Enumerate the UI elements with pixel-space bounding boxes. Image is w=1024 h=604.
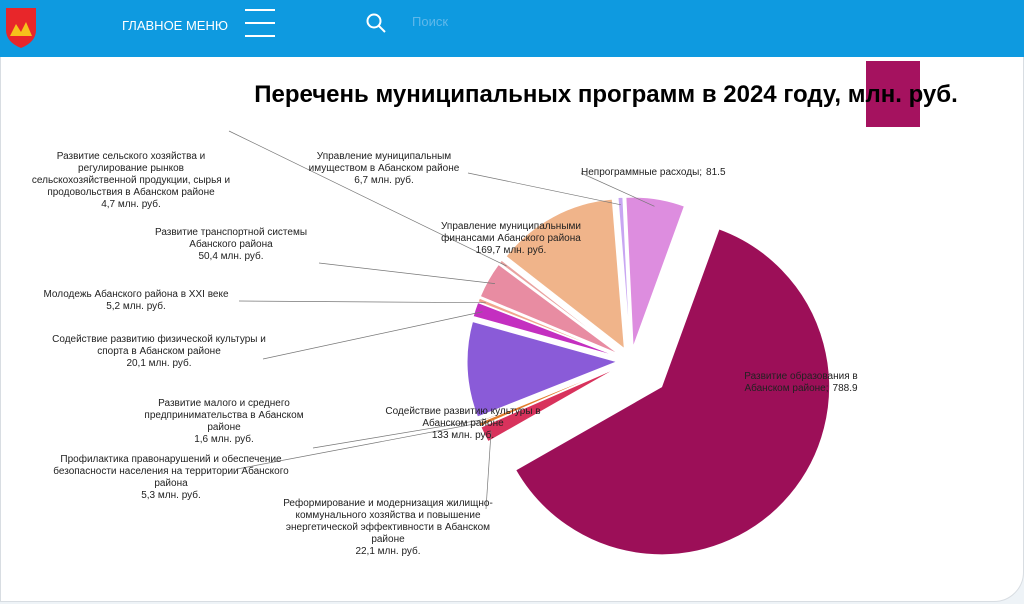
slice-category: Развитие малого и среднего предпринимате…	[144, 398, 304, 433]
pie-slice	[466, 320, 619, 418]
pie-slice	[514, 228, 831, 556]
decor-square	[866, 61, 920, 127]
pie-slice	[505, 198, 625, 350]
pie-slice	[480, 366, 619, 443]
slice-value: 20,1 млн. руб.	[126, 358, 192, 369]
slice-label: Управление муниципальными финансами Абан…	[423, 221, 599, 257]
leader-line	[485, 431, 492, 510]
pie-slice	[617, 196, 631, 348]
slice-label: Развитие образования в Абанском районе; 7…	[726, 371, 876, 395]
leader-line	[467, 172, 621, 206]
slice-label: Управление муниципальным имуществом в Аб…	[291, 151, 477, 187]
header-bar: ГЛАВНОЕ МЕНЮ Поиск	[0, 0, 1024, 57]
slice-category: Развитие сельского хозяйства и регулиров…	[31, 151, 231, 198]
logo[interactable]	[6, 8, 36, 48]
slice-label: Молодежь Абанского района в XXI веке 5,2 …	[21, 289, 251, 313]
slice-category: Профилактика правонарушений и обеспечени…	[53, 454, 289, 489]
slice-category: Содействие развитию культуры в Абанском …	[385, 406, 541, 429]
slice-value: 788.9	[832, 383, 858, 394]
slice-label: Содействие развитию культуры в Абанском …	[373, 406, 553, 442]
slice-label: Развитие транспортной системы Абанского …	[133, 227, 329, 263]
slice-value: 133 млн. руб.	[431, 430, 495, 441]
leader-line	[238, 300, 486, 304]
pie-slice	[625, 196, 686, 348]
leader-line	[318, 262, 496, 284]
slice-label: Развитие сельского хозяйства и регулиров…	[26, 151, 236, 211]
pie-slice	[477, 297, 619, 357]
slice-value: 4,7 млн. руб.	[101, 199, 161, 210]
search-icon[interactable]	[366, 13, 382, 29]
slice-category: Управление муниципальным имуществом в Аб…	[308, 151, 460, 174]
slice-value: 5,2 млн. руб.	[106, 301, 166, 312]
slice-category: Молодежь Абанского района в XXI веке	[43, 289, 229, 300]
leader-line	[262, 311, 483, 360]
slice-label: Профилактика правонарушений и обеспечени…	[51, 454, 291, 502]
slice-value: 50,4 млн. руб.	[198, 251, 264, 262]
slice-value: 81.5	[706, 167, 726, 178]
slice-value: 22,1 млн. руб.	[355, 546, 421, 557]
leader-line	[312, 418, 486, 449]
slice-label: Реформирование и модернизация жилищно-ко…	[283, 498, 493, 558]
slice-category: Развитие транспортной системы Абанского …	[154, 227, 308, 250]
slice-category: Развитие образования в Абанском районе;	[744, 371, 858, 394]
header-icons	[6, 8, 386, 48]
slice-value: 169,7 млн. руб.	[475, 245, 547, 256]
slice-category: Управление муниципальными финансами Абан…	[441, 221, 581, 244]
logo-mark	[10, 22, 32, 36]
slice-value: 5,3 млн. руб.	[141, 490, 201, 501]
search-icon[interactable]	[378, 25, 386, 33]
slice-label: Содействие развитию физической культуры …	[49, 334, 269, 370]
slice-label: Развитие малого и среднего предпринимате…	[129, 398, 319, 446]
pie-slice	[477, 365, 619, 424]
chart-title: Перечень муниципальных программ в 2024 г…	[254, 81, 958, 108]
menu-button[interactable]: ГЛАВНОЕ МЕНЮ	[122, 18, 228, 33]
leader-line	[580, 172, 655, 207]
pie-slice	[479, 263, 620, 355]
slice-value: 6,7 млн. руб.	[354, 175, 414, 186]
leader-line	[228, 130, 507, 267]
search-input[interactable]: Поиск	[412, 14, 449, 29]
slice-value: 1,6 млн. руб.	[194, 434, 254, 445]
slice-category: Реформирование и модернизация жилищно-ко…	[283, 498, 493, 545]
leader-line	[236, 421, 487, 470]
slice-category: Непрограммные расходы;	[581, 167, 703, 178]
slice-category: Содействие развитию физической культуры …	[52, 334, 266, 357]
slice-label: Непрограммные расходы; 81.5	[581, 167, 761, 179]
